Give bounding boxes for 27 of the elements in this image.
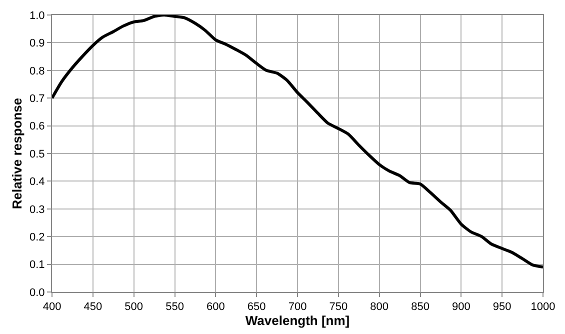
y-tick-label: 1.0 (30, 10, 45, 22)
x-tick-label: 600 (206, 301, 225, 314)
line-series (52, 15, 543, 269)
x-tick-label: 1000 (530, 301, 556, 314)
y-tick-label: 0.6 (30, 120, 45, 133)
x-tick-label: 450 (84, 301, 102, 314)
y-tick-label: 0.5 (30, 148, 45, 160)
y-axis-title: Relative response (9, 98, 24, 210)
x-tick-label: 400 (42, 301, 62, 314)
y-tick-label: 0.2 (30, 231, 45, 244)
y-tick-label: 0.3 (30, 204, 45, 216)
x-axis-title: Wavelength [nm] (245, 313, 350, 328)
x-tick-label: 550 (166, 301, 184, 314)
y-tick-label: 0.9 (30, 38, 45, 50)
x-tick-label: 750 (329, 301, 348, 314)
x-tick-label: 700 (288, 301, 307, 314)
y-tick-label: 0.4 (30, 176, 45, 188)
x-tick-label: 950 (492, 301, 512, 314)
x-tick-label: 500 (124, 301, 144, 314)
x-tick-label: 650 (247, 301, 266, 314)
x-tick-label: 900 (452, 301, 470, 314)
y-tick-label: 0.8 (30, 65, 45, 78)
x-tick-label: 850 (411, 301, 430, 314)
y-tick-label: 0.1 (30, 259, 45, 272)
y-tick-label: 0.0 (30, 286, 45, 299)
y-tick-label: 0.7 (30, 92, 45, 105)
x-tick-label: 800 (370, 301, 389, 314)
